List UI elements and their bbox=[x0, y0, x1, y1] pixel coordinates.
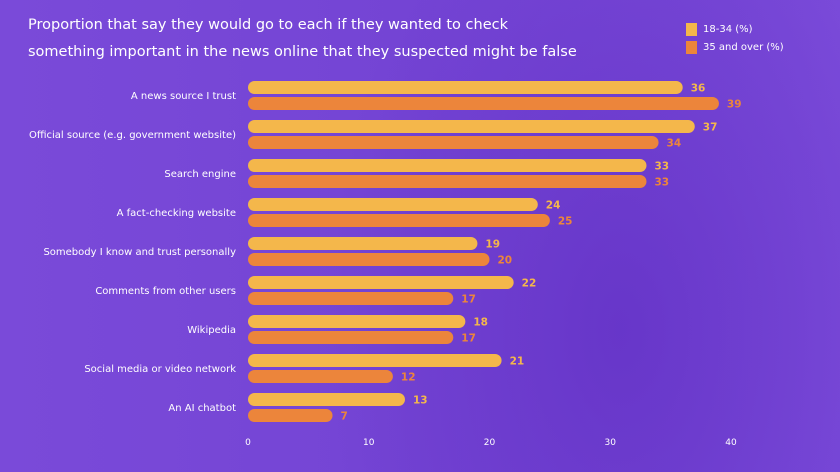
category-label: Comments from other users bbox=[95, 286, 236, 297]
bar-35-over bbox=[248, 253, 490, 266]
bar-18-34 bbox=[248, 120, 695, 133]
data-label: 22 bbox=[522, 278, 537, 290]
chart-title: Proportion that say they would go to eac… bbox=[28, 12, 628, 66]
x-tick-label: 0 bbox=[245, 438, 251, 448]
category-label: A fact-checking website bbox=[117, 208, 236, 219]
bar-18-34 bbox=[248, 81, 683, 94]
data-label: 34 bbox=[667, 138, 682, 150]
data-label: 7 bbox=[341, 411, 348, 423]
category-label: A news source I trust bbox=[131, 91, 236, 102]
data-label: 20 bbox=[498, 255, 513, 267]
category-label: Official source (e.g. government website… bbox=[29, 130, 236, 141]
bar-18-34 bbox=[248, 354, 502, 367]
bar-35-over bbox=[248, 331, 454, 344]
category-label: Search engine bbox=[164, 169, 236, 180]
bar-18-34 bbox=[248, 198, 538, 211]
legend-label: 35 and over (%) bbox=[703, 41, 784, 53]
legend-swatch bbox=[686, 40, 697, 54]
bar-18-34 bbox=[248, 237, 478, 250]
category-label: Somebody I know and trust personally bbox=[43, 247, 236, 258]
x-tick-label: 10 bbox=[363, 438, 375, 448]
data-label: 25 bbox=[558, 216, 573, 228]
bar-35-over bbox=[248, 175, 647, 188]
data-label: 13 bbox=[413, 395, 428, 407]
legend-item-35-over: 35 and over (%) bbox=[686, 38, 784, 56]
data-label: 33 bbox=[654, 161, 669, 173]
x-tick-label: 20 bbox=[484, 438, 496, 448]
bar-35-over bbox=[248, 292, 454, 305]
data-label: 37 bbox=[703, 122, 718, 134]
data-label: 17 bbox=[461, 333, 476, 345]
data-label: 33 bbox=[654, 177, 669, 189]
data-label: 18 bbox=[473, 317, 488, 329]
data-label: 12 bbox=[401, 372, 416, 384]
data-label: 36 bbox=[691, 83, 706, 95]
bar-35-over bbox=[248, 97, 719, 110]
legend: 18-34 (%) 35 and over (%) bbox=[686, 20, 784, 56]
legend-swatch bbox=[686, 22, 697, 36]
legend-item-18-34: 18-34 (%) bbox=[686, 20, 784, 38]
bar-18-34 bbox=[248, 276, 514, 289]
category-label: An AI chatbot bbox=[168, 403, 236, 414]
title-line-1: Proportion that say they would go to eac… bbox=[28, 17, 508, 33]
bar-35-over bbox=[248, 136, 659, 149]
data-label: 21 bbox=[510, 356, 525, 368]
x-tick-label: 40 bbox=[725, 438, 737, 448]
data-label: 19 bbox=[485, 239, 500, 251]
bar-35-over bbox=[248, 409, 333, 422]
x-tick-label: 30 bbox=[605, 438, 617, 448]
bar-18-34 bbox=[248, 315, 466, 328]
bar-18-34 bbox=[248, 159, 647, 172]
category-label: Social media or video network bbox=[84, 364, 236, 375]
data-label: 24 bbox=[546, 200, 561, 212]
bar-35-over bbox=[248, 370, 393, 383]
bar-18-34 bbox=[248, 393, 405, 406]
bar-35-over bbox=[248, 214, 550, 227]
data-label: 39 bbox=[727, 99, 742, 111]
legend-label: 18-34 (%) bbox=[703, 23, 753, 35]
title-line-2: something important in the news online t… bbox=[28, 44, 577, 60]
category-label: Wikipedia bbox=[187, 325, 236, 336]
data-label: 17 bbox=[461, 294, 476, 306]
